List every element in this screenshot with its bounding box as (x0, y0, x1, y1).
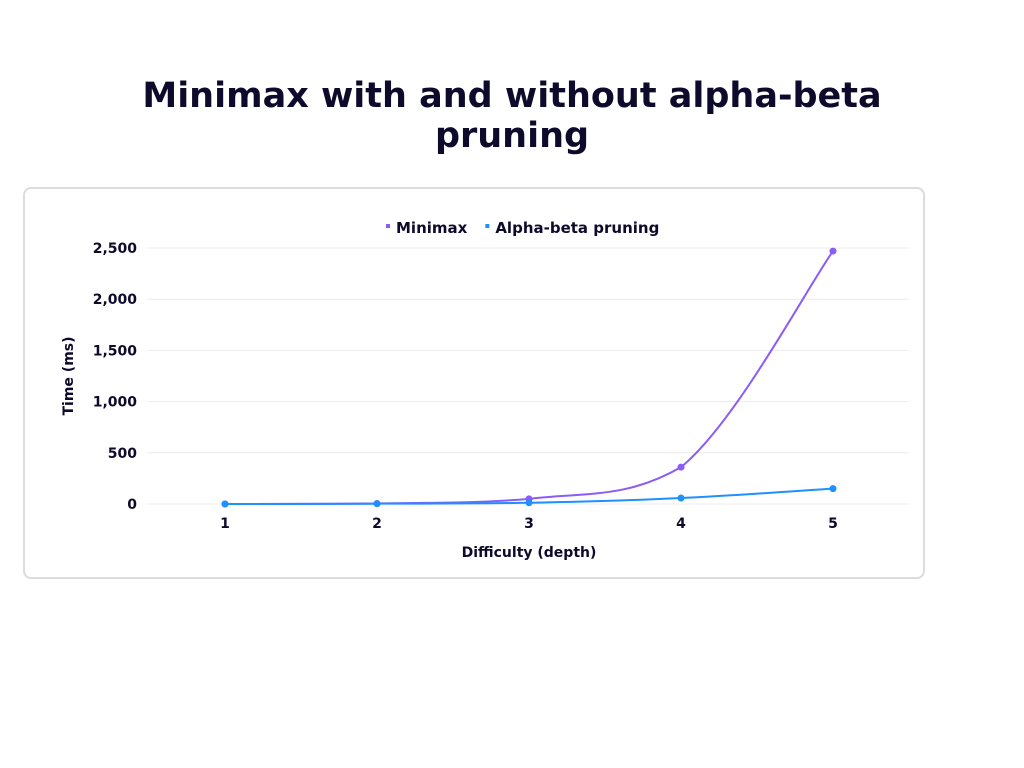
series-alpha-beta-pruning (221, 485, 837, 508)
data-point (677, 494, 685, 502)
series-line (224, 250, 834, 505)
y-axis-label: Time (ms) (61, 336, 77, 415)
y-axis-ticks: 0 500 1,000 1,500 2,000 2,500 (93, 241, 138, 513)
x-axis-ticks: 1 2 3 4 5 (220, 516, 838, 532)
legend: Minimax Alpha-beta pruning (386, 219, 659, 237)
x-tick-label: 5 (828, 516, 838, 532)
data-point (221, 500, 229, 508)
legend-marker (386, 224, 390, 228)
series-minimax (221, 247, 837, 508)
legend-marker (485, 224, 490, 228)
x-tick-label: 2 (372, 516, 382, 532)
y-tick-label: 0 (127, 497, 137, 513)
y-tick-label: 1,500 (93, 343, 138, 359)
series-layer (221, 247, 837, 508)
legend-item: Alpha-beta pruning (485, 219, 659, 237)
x-axis-label: Difficulty (depth) (462, 545, 597, 561)
x-tick-label: 4 (676, 516, 686, 532)
x-tick-label: 1 (220, 516, 230, 532)
data-point (525, 499, 533, 507)
x-tick-label: 3 (524, 516, 534, 532)
y-tick-label: 2,000 (93, 292, 138, 308)
legend-item: Minimax (386, 219, 468, 237)
chart-card: 0 500 1,000 1,500 2,000 2,500 1 2 3 4 5 Minimax Al… (23, 187, 925, 579)
legend-label: Minimax (396, 219, 468, 237)
data-point (373, 500, 381, 508)
data-point (677, 463, 685, 471)
grid-lines (147, 247, 909, 505)
legend-label: Alpha-beta pruning (495, 219, 659, 237)
line-chart: 0 500 1,000 1,500 2,000 2,500 1 2 3 4 5 Minimax Al… (61, 219, 909, 561)
y-tick-label: 1,000 (93, 395, 138, 411)
page-title: Minimax with and without alpha-beta prun… (142, 76, 882, 156)
y-tick-label: 2,500 (93, 241, 138, 257)
y-tick-label: 500 (108, 446, 137, 462)
data-point (829, 247, 837, 255)
data-point (829, 485, 837, 493)
